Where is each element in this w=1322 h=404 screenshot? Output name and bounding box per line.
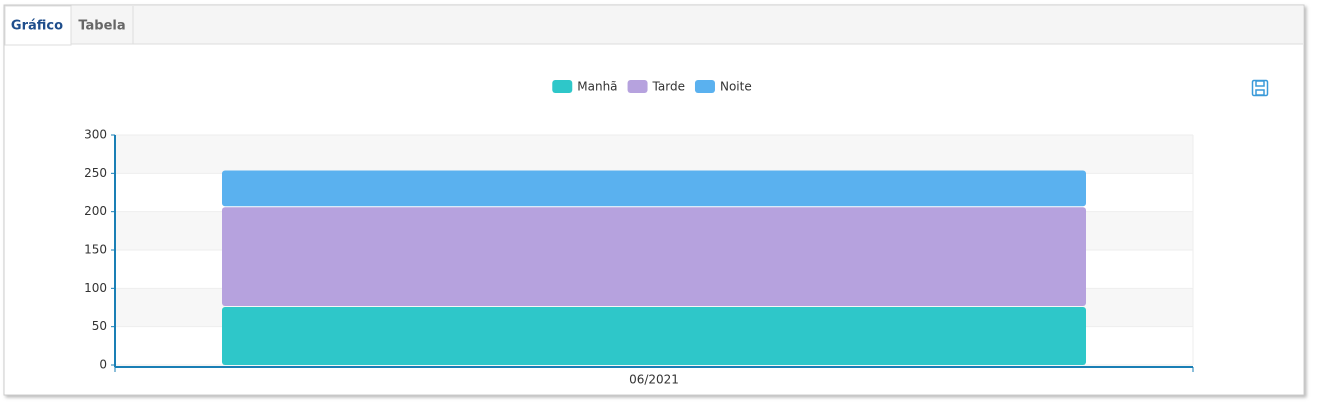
- x-tick-label: 06/2021: [629, 373, 679, 387]
- legend-label: Tarde: [652, 80, 685, 94]
- tab-active[interactable]: [4, 5, 72, 46]
- y-tick-label: 300: [84, 128, 107, 142]
- y-tick-label: 100: [84, 281, 107, 295]
- tab-tabela[interactable]: Tabela: [78, 19, 125, 34]
- bar-segment: [222, 170, 1086, 207]
- plot-band: [115, 135, 1193, 174]
- bar-segment: [222, 306, 1086, 365]
- tab-bar: [5, 6, 1303, 44]
- legend-label: Manhã: [577, 80, 617, 94]
- y-tick-label: 150: [84, 243, 107, 257]
- legend-label: Noite: [720, 80, 752, 94]
- bar-segment: [222, 207, 1086, 306]
- save-icon[interactable]: [1251, 79, 1269, 97]
- y-tick-label: 200: [84, 204, 107, 218]
- tab-grafico[interactable]: Gráfico: [11, 19, 63, 34]
- y-tick-label: 50: [92, 319, 107, 333]
- legend-swatch: [552, 80, 573, 93]
- legend-swatch: [694, 80, 715, 93]
- y-tick-label: 0: [99, 358, 107, 372]
- y-tick-label: 250: [84, 166, 107, 180]
- legend-swatch: [627, 80, 648, 93]
